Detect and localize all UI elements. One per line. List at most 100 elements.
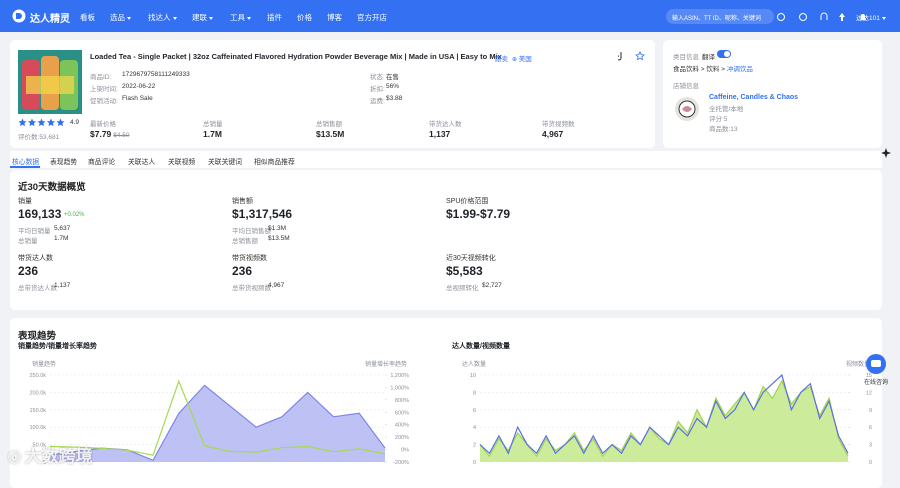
chat-button[interactable] xyxy=(866,354,886,374)
product-title[interactable]: Loaded Tea - Single Packet | 32oz Caffei… xyxy=(90,52,502,61)
user-menu[interactable]: 达达101 xyxy=(856,12,886,22)
logo-text[interactable]: 达人精灵 xyxy=(30,14,70,25)
nav-item[interactable]: 建联 xyxy=(192,12,213,23)
tab[interactable]: 关联关键词 xyxy=(208,159,242,166)
metric-label: 带货视频数 xyxy=(232,255,267,262)
stat-label: 带货达人数 xyxy=(429,121,462,128)
tab[interactable]: 商品评论 xyxy=(88,159,116,166)
y2-tick-label: 12 xyxy=(866,390,872,396)
tab[interactable]: 关联视频 xyxy=(168,159,196,166)
y-tick-label: 0 xyxy=(473,460,476,466)
series-line xyxy=(49,379,386,456)
rating-stars xyxy=(18,118,65,127)
stat-value: 1.7M xyxy=(203,129,222,139)
y-tick-label: 100.0k xyxy=(29,425,46,431)
reviews: 评价数:53,681 xyxy=(18,131,59,141)
translate-toggle[interactable] xyxy=(717,50,731,58)
category-leaf[interactable]: 冲调饮品 xyxy=(726,66,753,73)
stat-label: 带货视频数 xyxy=(542,121,575,128)
stat-label: 总销量 xyxy=(203,121,223,128)
tab[interactable]: 核心数据 xyxy=(12,159,40,166)
nav-item[interactable]: 插件 xyxy=(267,13,282,22)
metric-label: 近30天视频转化 xyxy=(446,255,496,262)
y2-tick-label: 0% xyxy=(401,448,409,454)
y2-tick-label: 9 xyxy=(869,408,872,414)
metric-label: SPU价格范围 xyxy=(446,198,489,205)
stat-value: 4,967 xyxy=(542,129,564,139)
field-label: 运费: xyxy=(370,98,385,105)
y-tick-label: 150.0k xyxy=(29,408,46,414)
field-label: 折扣: xyxy=(370,86,385,93)
shop-avatar xyxy=(675,97,699,121)
y-tick-label: 2 xyxy=(473,443,476,449)
product-tag[interactable]: 跟卖 xyxy=(495,56,508,63)
metric-sub-label: 总带货达人数 xyxy=(18,285,57,292)
y2-tick-label: 3 xyxy=(869,443,872,449)
nav-item-text[interactable]: 建联 xyxy=(192,13,207,22)
y2-tick-label: 800% xyxy=(395,398,409,404)
y2-tick-label: 600% xyxy=(395,410,409,416)
y-tick-label: 8 xyxy=(473,390,476,396)
metric-value: $1.99-$7.79 xyxy=(446,207,511,221)
nav-item[interactable]: 选品 xyxy=(110,12,131,23)
region-text: 美国 xyxy=(518,56,532,63)
metric-sub-value: $13.5M xyxy=(268,235,290,242)
search-placeholder[interactable]: 输入ASIN、TT ID、昵称、关键词 xyxy=(672,16,761,22)
shop-label: 店铺信息 xyxy=(673,83,699,90)
tab[interactable]: 表现趋势 xyxy=(50,159,78,166)
category-path-text: 食品饮料 > 饮料 > xyxy=(673,66,726,73)
nav-item[interactable]: 看板 xyxy=(80,13,95,22)
field-value: $3.88 xyxy=(386,95,403,102)
nav-item[interactable]: 价格 xyxy=(297,13,312,22)
metric-change: +0.02% xyxy=(64,212,85,218)
nav-item-text[interactable]: 工具 xyxy=(230,13,245,22)
nav-item-text[interactable]: 选品 xyxy=(110,13,125,22)
field-label: 上架时间: xyxy=(90,86,118,93)
area-fill xyxy=(480,380,848,462)
product-actions[interactable] xyxy=(618,51,648,61)
stat-label: 最新价格 xyxy=(90,121,116,128)
nav-item[interactable]: 官方开店 xyxy=(357,13,387,22)
y-tick-label: 200.0k xyxy=(29,390,46,396)
overview-card xyxy=(10,170,882,310)
field-label: 状态: xyxy=(370,74,385,81)
metric-value: 236 xyxy=(18,264,39,278)
metric-sub-label: 总销量 xyxy=(18,238,38,245)
nav-icons[interactable] xyxy=(776,11,876,23)
user-name[interactable]: 达达101 xyxy=(856,15,880,22)
y-tick-label: 4 xyxy=(473,425,476,431)
watermark: ⓓ 大数跨境 xyxy=(8,447,93,466)
product-card xyxy=(10,40,655,148)
y2-tick-label: 1,000% xyxy=(390,385,409,391)
nav-item[interactable]: 博客 xyxy=(327,13,342,22)
shop-name[interactable]: Caffeine, Candles & Chaos xyxy=(709,94,799,101)
y-tick-label: 10 xyxy=(470,373,476,379)
stat-value: 1,137 xyxy=(429,129,451,139)
reviews-value: 53,681 xyxy=(39,134,60,141)
tab[interactable]: 关联达人 xyxy=(128,159,156,166)
product-image xyxy=(18,50,82,114)
tab[interactable]: 相似商品推荐 xyxy=(254,159,295,166)
stat-value: $13.5M xyxy=(316,129,345,139)
stat-value: $7.79 xyxy=(90,129,112,139)
y-tick-label: 6 xyxy=(473,408,476,414)
series-line xyxy=(479,373,849,455)
metric-label: 销售额 xyxy=(232,198,253,205)
rating-value: 4.9 xyxy=(70,119,80,126)
area-fill xyxy=(50,385,385,462)
y2-tick-label: 0 xyxy=(869,460,872,466)
nav-item[interactable]: 工具 xyxy=(230,12,251,23)
nav-item-text[interactable]: 找达人 xyxy=(148,13,171,22)
search-box[interactable]: 输入ASIN、TT ID、昵称、关键词 xyxy=(666,9,774,24)
assistant-icon[interactable] xyxy=(880,147,892,159)
metric-value: $5,583 xyxy=(446,264,483,278)
metric-sub-value: $1.3M xyxy=(268,225,287,232)
chat-label[interactable]: 在线咨询 xyxy=(864,380,889,386)
y-tick-label: 250.0k xyxy=(29,373,46,379)
y2-axis-label: 销量增长率趋势 xyxy=(365,360,407,368)
y2-tick-label: 6 xyxy=(869,425,872,431)
y2-tick-label: 1,200% xyxy=(390,373,409,379)
nav-item[interactable]: 找达人 xyxy=(148,12,177,23)
side-card xyxy=(663,40,882,148)
